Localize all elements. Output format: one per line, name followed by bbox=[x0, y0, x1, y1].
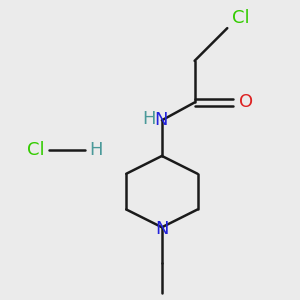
Text: O: O bbox=[238, 93, 253, 111]
Text: N: N bbox=[154, 111, 168, 129]
Text: Cl: Cl bbox=[232, 9, 249, 27]
Text: Cl: Cl bbox=[27, 141, 44, 159]
Text: H: H bbox=[142, 110, 156, 128]
Text: H: H bbox=[89, 141, 103, 159]
Text: N: N bbox=[155, 220, 169, 238]
